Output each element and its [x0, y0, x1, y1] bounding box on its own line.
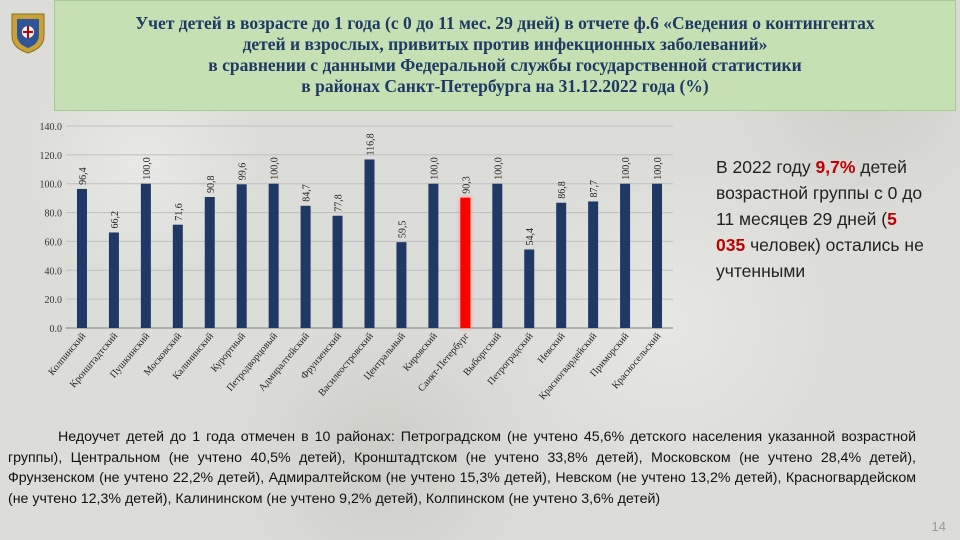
- bar-11: [396, 242, 407, 328]
- bar-9: [332, 215, 343, 328]
- bar-19: [652, 183, 663, 328]
- y-tick-label: 0.0: [50, 324, 63, 335]
- data-label: 100,0: [270, 157, 281, 180]
- summary-text: В 2022 году 9,7% детей возрастной группы…: [716, 154, 926, 284]
- data-label: 71,6: [174, 203, 185, 221]
- data-label: 59,5: [397, 221, 408, 239]
- bar-3: [140, 183, 151, 328]
- data-label: 84,7: [302, 184, 313, 202]
- summary-percent: 9,7%: [815, 157, 856, 177]
- bar-1: [76, 188, 87, 328]
- data-label: 90,3: [461, 176, 472, 194]
- y-tick-label: 120.0: [40, 151, 63, 162]
- undercount-note: Недоучет детей до 1 года отмечен в 10 ра…: [8, 429, 916, 507]
- bar-15: [524, 249, 535, 328]
- page-number: 14: [931, 519, 946, 534]
- bar-chart: 0.020.040.060.080.0100.0120.0140.096,4Ко…: [40, 122, 673, 402]
- bar-14: [492, 183, 503, 328]
- data-label: 100,0: [142, 157, 153, 180]
- x-tick-label: Красногвардейский: [537, 330, 600, 402]
- data-label: 66,2: [110, 211, 121, 229]
- summary-part: В 2022 году: [716, 157, 816, 177]
- y-tick-label: 100.0: [40, 180, 63, 191]
- x-tick-label: Василеостровский: [316, 330, 376, 398]
- x-tick-label: Невский: [536, 330, 568, 365]
- bar-17: [588, 201, 599, 328]
- bar-12: [428, 183, 439, 328]
- data-label: 77,8: [334, 194, 345, 212]
- data-label: 96,4: [78, 167, 89, 185]
- bar-5: [204, 196, 215, 328]
- title-line: в районах Санкт-Петербурга на 31.12.2022…: [301, 76, 709, 96]
- bar-6: [236, 184, 247, 328]
- bar-2: [108, 232, 119, 328]
- data-label: 100,0: [621, 157, 632, 180]
- summary-count: 5 035: [716, 209, 897, 255]
- y-tick-label: 60.0: [45, 237, 63, 248]
- data-label: 87,7: [589, 180, 600, 198]
- bar-16: [556, 202, 567, 328]
- emblem-icon: [11, 13, 45, 54]
- data-label: 90,8: [206, 175, 217, 193]
- bar-4: [172, 224, 183, 328]
- header-banner: Учет детей в возрасте до 1 года (с 0 до …: [54, 0, 956, 111]
- y-tick-label: 80.0: [45, 209, 63, 220]
- title-line: Учет детей в возрасте до 1 года (с 0 до …: [135, 13, 875, 33]
- y-tick-label: 40.0: [45, 266, 63, 277]
- data-label: 100,0: [429, 157, 440, 180]
- y-tick-label: 20.0: [45, 295, 63, 306]
- bar-8: [300, 205, 311, 328]
- data-label: 100,0: [653, 157, 664, 180]
- data-label: 100,0: [493, 157, 504, 179]
- title-line: детей и взрослых, привитых против инфекц…: [242, 34, 768, 54]
- summary-part: детей возрастной группы с 0 до 11 месяце…: [716, 157, 923, 229]
- y-tick-label: 140.0: [40, 122, 63, 133]
- data-label: 116,8: [366, 133, 377, 155]
- summary-part: человек) остались не учтенными: [716, 235, 924, 281]
- bar-10: [364, 159, 375, 328]
- title-line: в сравнении с данными Федеральной службы…: [208, 55, 802, 75]
- bar-18: [620, 183, 631, 328]
- data-label: 54,4: [525, 228, 536, 246]
- data-label: 99,6: [238, 163, 249, 180]
- data-label: 86,8: [557, 181, 568, 199]
- bar-7: [268, 183, 279, 328]
- bar-13: [460, 197, 471, 328]
